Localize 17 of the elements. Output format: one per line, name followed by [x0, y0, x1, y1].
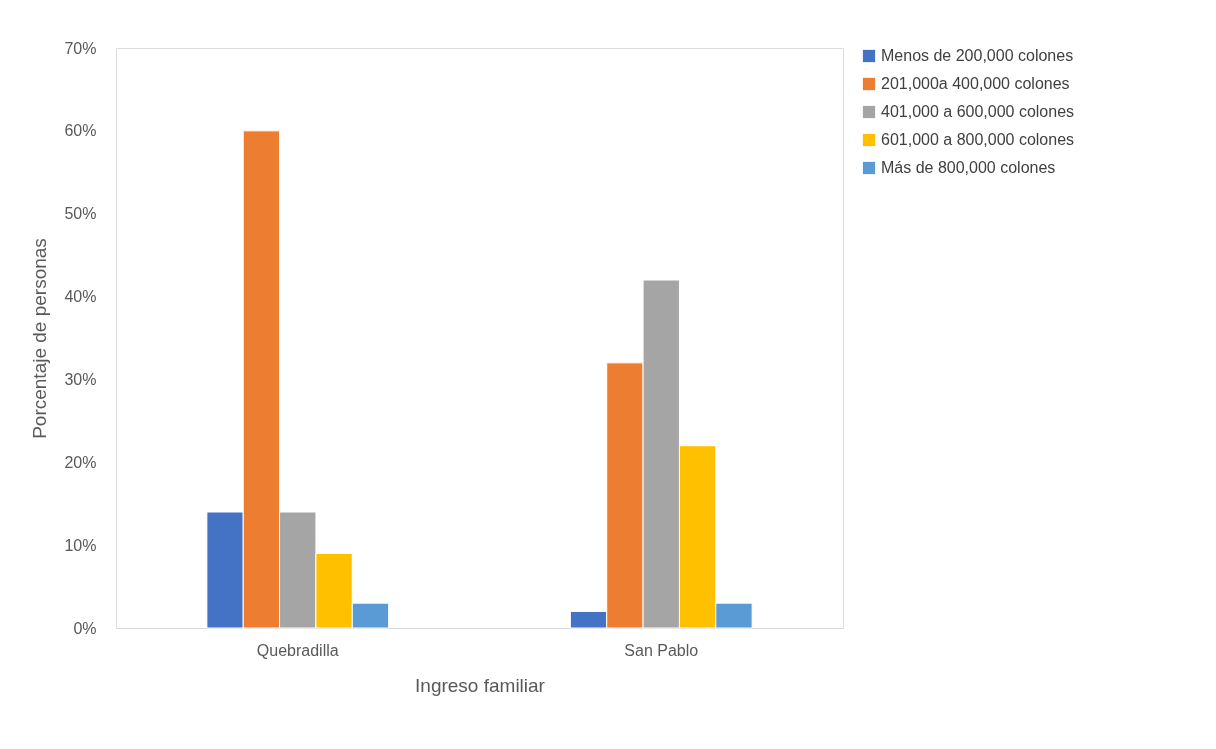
legend-label: 401,000 a 600,000 colones: [881, 103, 1075, 120]
x-axis-title: Ingreso familiar: [415, 674, 546, 696]
y-tick-label: 20%: [64, 453, 97, 471]
y-axis-title: Porcentaje de personas: [29, 238, 51, 439]
legend-label: Menos de 200,000 colones: [881, 47, 1074, 64]
y-tick-label: 30%: [64, 370, 97, 388]
x-tick-label: Quebradilla: [256, 641, 339, 659]
y-tick-label: 10%: [64, 536, 97, 554]
y-tick-label: 60%: [64, 122, 97, 140]
y-tick-label: 0%: [73, 619, 97, 637]
y-tick-label: 70%: [64, 39, 97, 57]
legend-label: Más de 800,000 colones: [881, 159, 1056, 176]
x-tick-label: San Pablo: [624, 641, 699, 659]
y-tick-label: 50%: [64, 205, 97, 223]
legend-label: 201,000a 400,000 colones: [881, 75, 1070, 92]
legend-label: 601,000 a 800,000 colones: [881, 131, 1075, 148]
y-tick-label: 40%: [64, 288, 97, 306]
